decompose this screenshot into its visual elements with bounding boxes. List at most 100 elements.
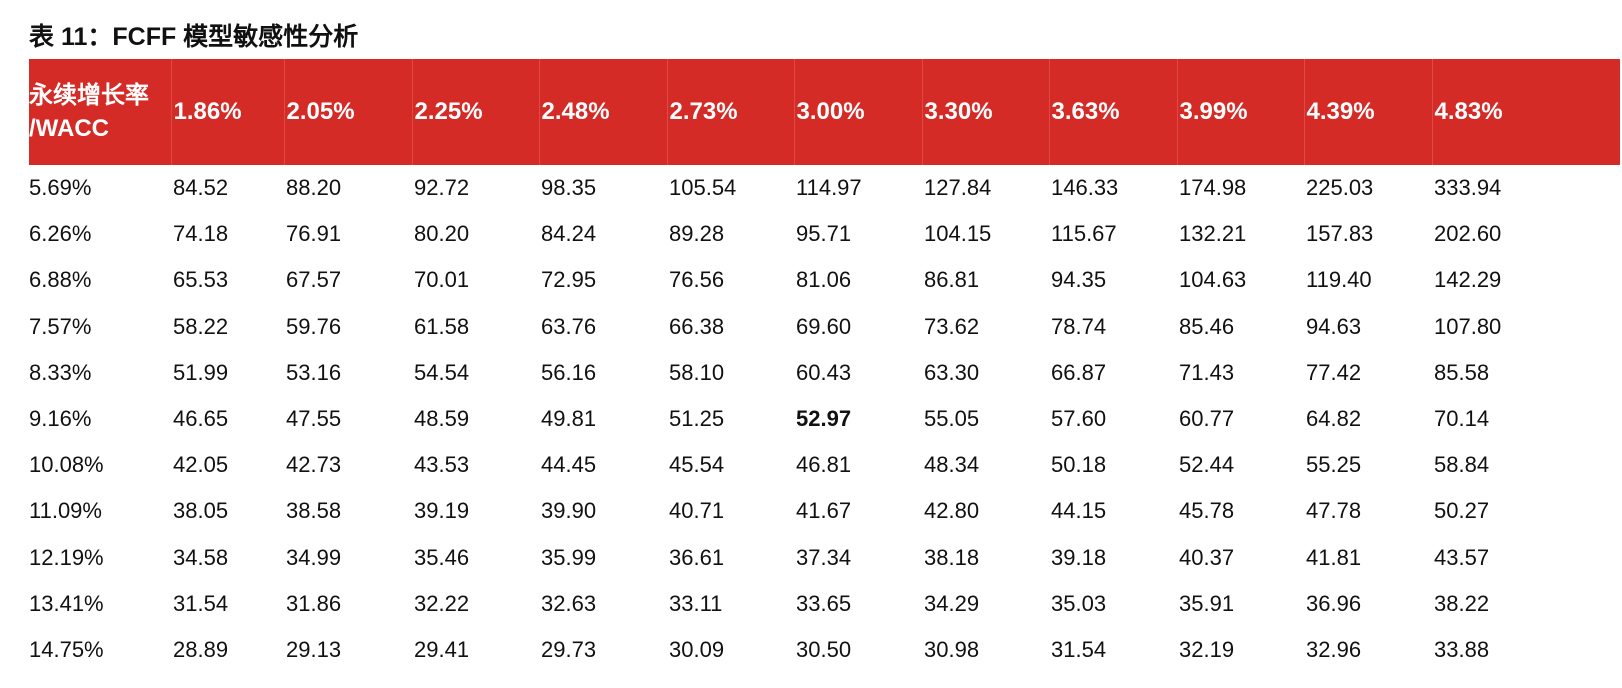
corner-header: 永续增长率 /WACC xyxy=(29,59,171,165)
value-cell: 132.21 xyxy=(1179,221,1247,247)
table-row: 10.08% 42.05 42.73 43.53 44.45 45.54 46.81 48.3… xyxy=(29,442,1620,488)
value-cell: 54.54 xyxy=(414,359,470,385)
table-row: 5.69% 84.52 88.20 92.72 98.35 105.54 114.97 127… xyxy=(29,165,1620,211)
value-cell: 84.52 xyxy=(173,175,229,201)
value-cell: 114.97 xyxy=(796,175,862,201)
sensitivity-table: 永续增长率 /WACC 1.86% 2.05% 2.25% 2.48% 2.73… xyxy=(29,59,1620,673)
value-cell: 42.80 xyxy=(924,498,980,524)
value-cell: 55.05 xyxy=(924,406,980,432)
value-cell: 47.78 xyxy=(1306,498,1362,524)
value-cell: 94.63 xyxy=(1306,313,1362,339)
wacc-cell: 9.16% xyxy=(29,406,92,432)
table-row: 12.19% 34.58 34.99 35.46 35.99 36.61 37.34 38.1… xyxy=(29,535,1620,581)
value-cell: 46.81 xyxy=(796,452,852,478)
wacc-cell: 11.09% xyxy=(29,498,102,524)
header-row: 永续增长率 /WACC 1.86% 2.05% 2.25% 2.48% 2.73… xyxy=(29,59,1620,165)
value-cell: 35.91 xyxy=(1179,590,1235,616)
value-cell: 52.97 xyxy=(796,406,852,432)
value-cell: 60.77 xyxy=(1179,406,1235,432)
table-row: 8.33% 51.99 53.16 54.54 56.16 58.10 60.43 63.30… xyxy=(29,350,1620,396)
value-cell: 31.54 xyxy=(1051,636,1107,662)
value-cell: 36.61 xyxy=(669,544,725,570)
value-cell: 50.27 xyxy=(1434,498,1490,524)
value-cell: 80.20 xyxy=(414,221,470,247)
value-cell: 57.60 xyxy=(1051,406,1107,432)
value-cell: 67.57 xyxy=(286,267,342,293)
value-cell: 71.43 xyxy=(1179,359,1235,385)
value-cell: 76.56 xyxy=(669,267,725,293)
value-cell: 77.42 xyxy=(1306,359,1362,385)
wacc-cell: 5.69% xyxy=(29,175,92,201)
value-cell: 31.54 xyxy=(173,590,229,616)
value-cell: 58.84 xyxy=(1434,452,1490,478)
value-cell: 55.25 xyxy=(1306,452,1362,478)
value-cell: 33.65 xyxy=(796,590,852,616)
value-cell: 28.89 xyxy=(173,636,229,662)
value-cell: 45.78 xyxy=(1179,498,1235,524)
value-cell: 63.76 xyxy=(541,313,597,339)
value-cell: 86.81 xyxy=(924,267,980,293)
value-cell: 49.81 xyxy=(541,406,597,432)
growth-rate-header: 2.05% xyxy=(283,59,412,165)
wacc-cell: 7.57% xyxy=(29,313,92,339)
value-cell: 89.28 xyxy=(669,221,725,247)
value-cell: 30.50 xyxy=(796,636,852,662)
value-cell: 38.05 xyxy=(173,498,229,524)
value-cell: 63.30 xyxy=(924,359,980,385)
growth-rate-header: 3.00% xyxy=(793,59,922,165)
value-cell: 37.34 xyxy=(796,544,852,570)
value-cell: 64.82 xyxy=(1306,406,1362,432)
value-cell: 105.54 xyxy=(669,175,737,201)
value-cell: 34.58 xyxy=(173,544,229,570)
value-cell: 58.10 xyxy=(669,359,725,385)
table-title: 表 11：FCFF 模型敏感性分析 xyxy=(29,23,359,51)
value-cell: 35.46 xyxy=(414,544,470,570)
value-cell: 59.76 xyxy=(286,313,342,339)
value-cell: 92.72 xyxy=(414,175,470,201)
value-cell: 36.96 xyxy=(1306,590,1362,616)
value-cell: 41.81 xyxy=(1306,544,1362,570)
value-cell: 119.40 xyxy=(1306,267,1372,293)
value-cell: 107.80 xyxy=(1434,313,1502,339)
value-cell: 104.63 xyxy=(1179,267,1247,293)
value-cell: 70.01 xyxy=(414,267,470,293)
value-cell: 31.86 xyxy=(286,590,342,616)
value-cell: 58.22 xyxy=(173,313,229,339)
wacc-cell: 10.08% xyxy=(29,452,104,478)
value-cell: 60.43 xyxy=(796,359,852,385)
value-cell: 53.16 xyxy=(286,359,342,385)
value-cell: 42.73 xyxy=(286,452,342,478)
value-cell: 66.87 xyxy=(1051,359,1107,385)
value-cell: 74.18 xyxy=(173,221,229,247)
value-cell: 65.53 xyxy=(173,267,229,293)
table-row: 13.41% 31.54 31.86 32.22 32.63 33.11 33.65 34.2… xyxy=(29,581,1620,627)
growth-rate-header: 2.25% xyxy=(411,59,539,165)
value-cell: 45.54 xyxy=(669,452,725,478)
value-cell: 73.62 xyxy=(924,313,980,339)
value-cell: 38.58 xyxy=(286,498,342,524)
value-cell: 44.15 xyxy=(1051,498,1107,524)
value-cell: 33.88 xyxy=(1434,636,1490,662)
value-cell: 157.83 xyxy=(1306,221,1374,247)
growth-rate-header: 1.86% xyxy=(170,59,284,165)
value-cell: 46.65 xyxy=(173,406,229,432)
value-cell: 115.67 xyxy=(1051,221,1117,247)
value-cell: 142.29 xyxy=(1434,267,1502,293)
value-cell: 29.73 xyxy=(541,636,597,662)
table-row: 6.26% 74.18 76.91 80.20 84.24 89.28 95.71 104.1… xyxy=(29,211,1620,257)
value-cell: 30.98 xyxy=(924,636,980,662)
wacc-cell: 13.41% xyxy=(29,590,104,616)
value-cell: 48.34 xyxy=(924,452,980,478)
value-cell: 78.74 xyxy=(1051,313,1107,339)
value-cell: 85.46 xyxy=(1179,313,1235,339)
corner-header-line2: /WACC xyxy=(29,115,109,142)
value-cell: 81.06 xyxy=(796,267,852,293)
value-cell: 29.13 xyxy=(286,636,342,662)
value-cell: 127.84 xyxy=(924,175,992,201)
table-row: 9.16% 46.65 47.55 48.59 49.81 51.25 52.97 55.05… xyxy=(29,396,1620,442)
value-cell: 34.99 xyxy=(286,544,342,570)
growth-rate-header: 2.73% xyxy=(666,59,794,165)
value-cell: 29.41 xyxy=(414,636,470,662)
value-cell: 202.60 xyxy=(1434,221,1502,247)
value-cell: 44.45 xyxy=(541,452,597,478)
